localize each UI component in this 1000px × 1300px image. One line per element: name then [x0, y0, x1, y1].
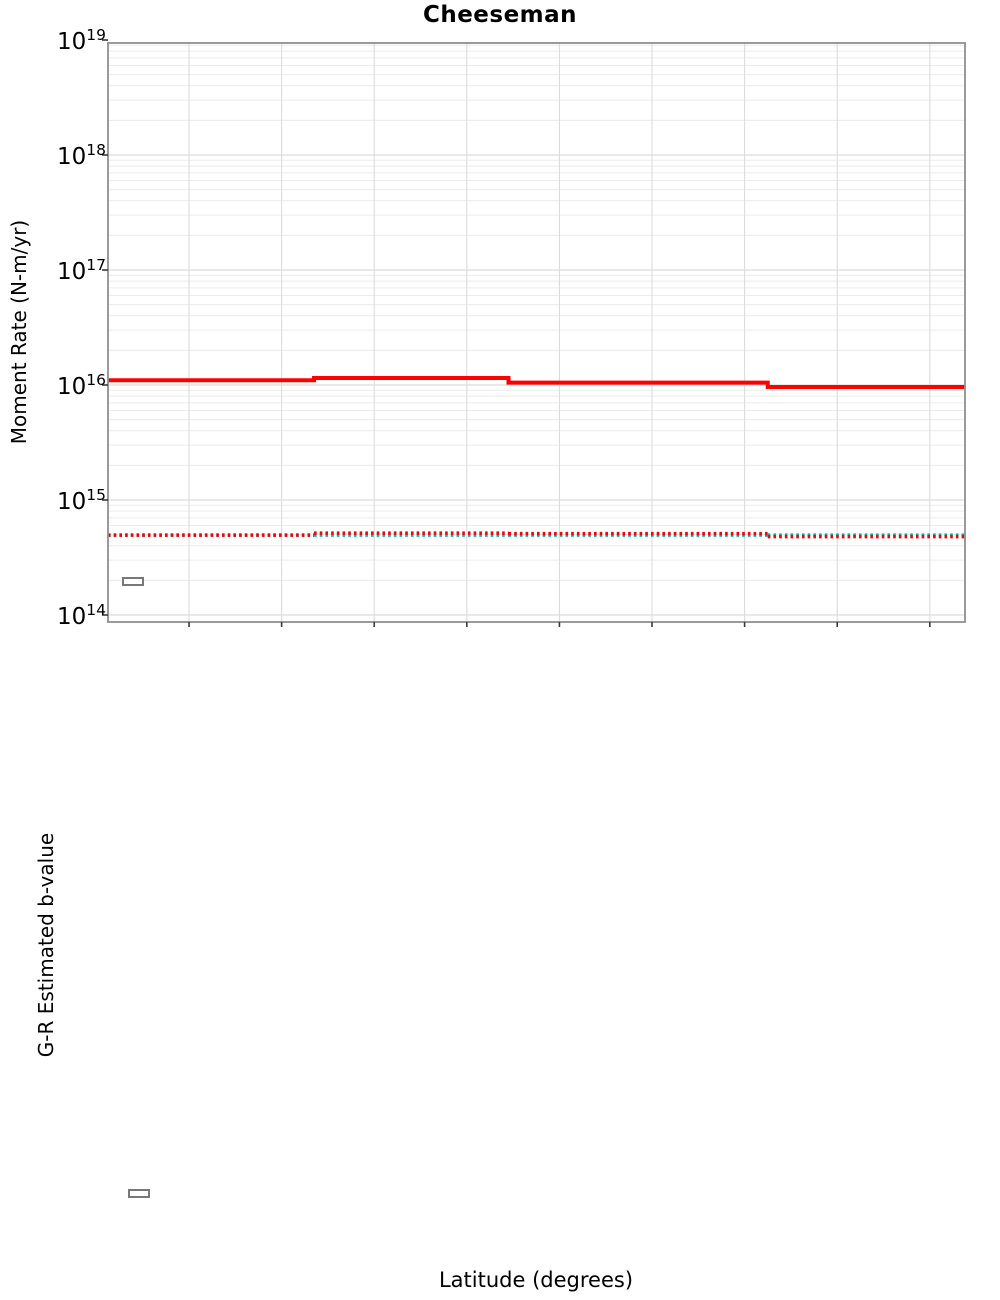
moment-rate-x-axis — [188, 622, 931, 627]
b-value-legend — [128, 1189, 150, 1198]
moment-rate-legend — [122, 577, 144, 586]
series-nucleation — [108, 531, 965, 539]
moment-rate-axis-label: Moment Rate (N-m/yr) — [7, 219, 31, 445]
series-solution-participation — [108, 376, 965, 390]
moment-rate-plot-border — [107, 42, 966, 623]
y-tick-label: 1015 — [57, 486, 106, 515]
page-title: Cheeseman — [422, 2, 578, 28]
y-tick-label: 1018 — [57, 141, 106, 170]
y-tick-label: 1016 — [57, 371, 106, 400]
moment-rate-grid — [108, 43, 965, 622]
y-tick-label: 1014 — [57, 601, 106, 630]
b-value-axis-label: G-R Estimated b-value — [34, 832, 58, 1058]
y-tick-label: 1019 — [57, 26, 106, 55]
y-tick-label: 1017 — [57, 256, 106, 285]
latitude-axis-label: Latitude (degrees) — [438, 1268, 634, 1292]
moment-rate-plot: 1019 1018 1017 1016 1015 1014 — [57, 26, 966, 630]
moment-rate-y-axis: 1019 1018 1017 1016 1015 1014 — [57, 26, 108, 630]
